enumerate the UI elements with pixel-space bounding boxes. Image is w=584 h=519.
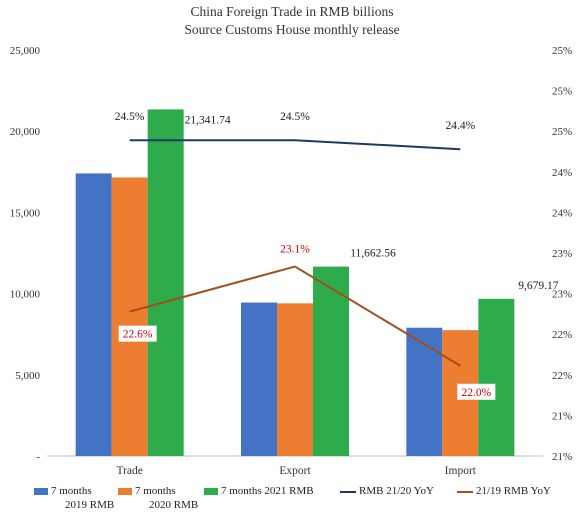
y2-tick-label: 21% [552,451,572,463]
series-line [129,265,461,367]
bar [147,109,184,456]
legend-label-line: 21/19 RMB YoY [476,485,551,497]
y-tick-label: 5,000 [15,370,40,382]
bar [111,177,148,456]
legend-item: 7 months 2019 RMB [34,484,114,512]
plot-area: - 5,000 10,000 15,000 20,000 25,000 21% 21% 22% 2… [10,45,572,477]
y-tick-label: - [36,451,40,463]
line-value-label: 23.1% [280,244,310,256]
legend-swatch [34,488,48,495]
chart-subtitle: Source Customs House monthly release [184,22,399,37]
legend-label: 7 months 2019 RMB [51,484,114,512]
bar [277,303,313,456]
y2-tick-label: 22% [552,329,572,341]
line-label-bg [276,240,314,257]
line-label-bg [118,325,157,342]
legend-label-line: 2020 RMB [149,499,199,511]
legend-swatch [118,488,132,495]
y2-tick-label: 22% [552,370,572,382]
legend-swatch [204,488,218,495]
y2-tick-label: 24% [552,207,572,219]
y2-tick-label: 21% [552,410,572,422]
bar [406,327,443,456]
y2-tick-label: 23% [552,289,572,301]
bar [478,298,515,456]
legend-item: RMB 21/20 YoY [340,484,434,498]
legend-label: 21/19 RMB YoY [476,484,551,498]
legend-label: 7 months 2021 RMB [221,484,314,498]
y2-tick-label: 25% [552,126,572,138]
line-value-label: 24.4% [445,120,475,132]
line-value-label: 24.5% [280,111,310,123]
y2-tick-label: 25% [552,86,572,98]
bar-value-label: 11,662.56 [350,248,396,260]
y-tick-label: 10,000 [10,289,41,301]
legend: 7 months 2019 RMB 7 months 2020 RMB 7 months… [0,484,584,519]
legend-item: 21/19 RMB YoY [457,484,551,498]
line-value-label: 24.5% [115,111,145,123]
y-tick-label: 25,000 [10,45,41,57]
legend-label-line: 2019 RMB [65,499,115,511]
bar-value-label: 9,679.17 [518,280,559,292]
bar [313,266,349,456]
y-tick-label: 20,000 [10,126,41,138]
bar-value-label: 21,341.74 [185,114,231,126]
chart: China Foreign Trade in RMB billions Sour… [10,4,572,477]
series-line [129,139,461,151]
legend-label: RMB 21/20 YoY [359,484,434,498]
legend-swatch [340,491,356,493]
line-value-label: 22.6% [123,329,153,341]
bar [75,173,112,456]
legend-item: 7 months 2020 RMB [118,484,198,512]
x-tick-label: Import [445,465,477,477]
legend-label-line: 7 months [135,485,176,497]
chart-title: China Foreign Trade in RMB billions [191,4,394,19]
line-value-label: 22.0% [461,387,491,399]
legend-swatch [457,491,473,493]
legend-label-line: 7 months [51,485,92,497]
y2-tick-label: 23% [552,248,572,260]
y2-tick-label: 24% [552,167,572,179]
y-tick-label: 15,000 [10,207,41,219]
y2-tick-label: 25% [552,45,572,57]
x-tick-label: Export [279,465,311,477]
line-label-bg [457,383,496,400]
legend-label-line: RMB 21/20 YoY [359,485,434,497]
bar [241,302,277,456]
legend-item: 7 months 2021 RMB [204,484,314,498]
x-tick-label: Trade [116,465,142,477]
legend-label-line: 7 months 2021 RMB [221,485,314,497]
legend-label: 7 months 2020 RMB [135,484,198,512]
